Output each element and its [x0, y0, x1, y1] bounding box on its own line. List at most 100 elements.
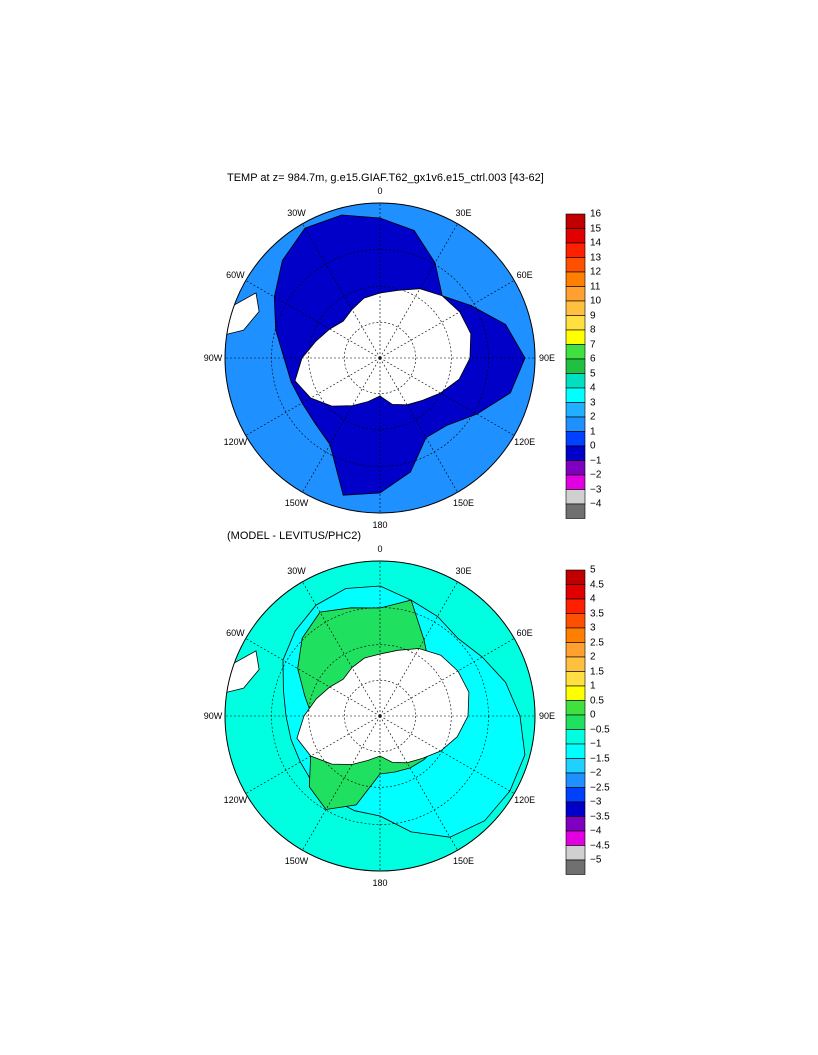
colorbar-label: 5 — [590, 564, 596, 576]
colorbar-swatch — [565, 257, 586, 273]
longitude-label: 90E — [538, 711, 556, 721]
meridian-line — [379, 715, 515, 794]
colorbar-label: −2 — [590, 469, 602, 481]
colorbar-label: −1 — [590, 455, 602, 466]
colorbar-label: 6 — [590, 353, 596, 365]
meridian-line — [379, 638, 515, 717]
longitude-label: 120W — [223, 794, 248, 805]
colorbar-swatch — [565, 489, 586, 505]
colorbar-swatch — [565, 474, 586, 490]
colorbar-label: −3 — [590, 484, 602, 495]
colorbar-swatch — [565, 656, 586, 672]
longitude-label: 150E — [452, 855, 475, 866]
latitude-circle — [271, 249, 489, 467]
longitude-label: 90E — [538, 353, 556, 363]
latitude-circle — [308, 644, 452, 788]
meridian-line — [379, 581, 458, 717]
colorbar-swatch — [565, 845, 586, 861]
map-border — [224, 202, 536, 514]
colorbar-label: 0 — [590, 709, 596, 721]
meridian-line — [302, 357, 381, 493]
colorbar-swatch — [565, 714, 586, 730]
colorbar-label: −0.5 — [590, 724, 610, 735]
colorbar-swatch — [565, 242, 586, 258]
colorbar-label: 1 — [590, 680, 596, 692]
latitude-circle — [344, 322, 416, 394]
colorbar-label: 16 — [590, 208, 602, 220]
meridian-line — [379, 280, 515, 359]
longitude-label: 60W — [226, 269, 245, 280]
longitude-label: 60E — [516, 269, 533, 280]
colorbar-label: 15 — [590, 223, 602, 234]
longitude-label: 90W — [203, 711, 223, 721]
colorbar-swatch — [565, 627, 586, 643]
longitude-label: 0 — [377, 544, 383, 554]
colorbar-label: 11 — [590, 281, 601, 292]
antarctica-landmass — [296, 648, 470, 765]
colorbar-swatch — [565, 787, 586, 803]
colorbar-label: 2 — [590, 411, 596, 423]
colorbar-label: −5 — [590, 854, 602, 866]
colorbar-swatch — [565, 344, 586, 360]
colorbar-swatch — [565, 816, 586, 832]
meridian-line — [245, 357, 381, 436]
map-border — [224, 560, 536, 872]
latitude-circle — [271, 607, 489, 825]
longitude-label: 30W — [287, 566, 306, 577]
colorbar-swatch — [565, 286, 586, 302]
colorbar-label: −2 — [590, 767, 602, 779]
colorbar-label: 4.5 — [590, 579, 604, 590]
colorbar-label: 1.5 — [590, 666, 604, 677]
colorbar-label: 10 — [590, 295, 602, 307]
colorbar-swatch — [565, 300, 586, 316]
colorbar-swatch — [565, 642, 586, 658]
colorbar-swatch — [565, 373, 586, 389]
south-america-landmass — [225, 292, 260, 336]
colorbar-label: 4 — [590, 382, 596, 394]
longitude-label: 60E — [516, 627, 533, 638]
longitude-label: 150E — [452, 497, 475, 508]
colorbar-swatch — [565, 685, 586, 701]
colorbar-label: −4 — [590, 498, 602, 510]
colorbar-swatch — [565, 598, 586, 614]
colorbar-label: −2.5 — [590, 782, 610, 793]
colorbar-swatch — [565, 859, 586, 875]
colorbar-swatch — [565, 445, 586, 461]
colorbar-label: 13 — [590, 252, 602, 263]
latitude-circle — [344, 680, 416, 752]
longitude-label: 180 — [372, 520, 388, 530]
colorbar-swatch — [565, 315, 586, 331]
colorbar-label: 14 — [590, 237, 602, 249]
colorbar-swatch — [565, 671, 586, 687]
colorbar-swatch — [565, 460, 586, 476]
colorbar-label: −4 — [590, 825, 602, 837]
colorbar-swatch — [565, 830, 586, 846]
ocean-fill — [225, 561, 535, 871]
colorbar-swatch — [565, 569, 586, 585]
colorbar-swatch — [565, 801, 586, 817]
longitude-label: 120W — [223, 436, 248, 447]
panel-2-title: (MODEL - LEVITUS/PHC2) — [227, 530, 362, 542]
longitude-label: 30E — [455, 208, 472, 219]
meridian-line — [302, 581, 381, 717]
colorbar-swatch — [565, 431, 586, 447]
ocean-fill — [225, 203, 535, 513]
colorbar-swatch — [565, 329, 586, 345]
longitude-label: 120E — [514, 436, 536, 447]
colorbar-label: 12 — [590, 266, 602, 278]
meridian-line — [302, 715, 381, 851]
longitude-label: 150W — [284, 497, 309, 508]
colorbar-label: −3 — [590, 796, 602, 808]
colorbar-label: 2 — [590, 651, 596, 663]
colorbar-label: 5 — [590, 368, 596, 379]
colorbar-label: 7 — [590, 339, 596, 350]
colorbar-swatch — [565, 700, 586, 716]
colorbar-label: 3 — [590, 397, 596, 408]
colorbar-label: 2.5 — [590, 637, 604, 648]
colorbar-swatch — [565, 758, 586, 774]
colorbar-label: −4.5 — [590, 840, 610, 851]
colorbar-swatch — [565, 416, 586, 432]
meridian-line — [379, 223, 458, 359]
